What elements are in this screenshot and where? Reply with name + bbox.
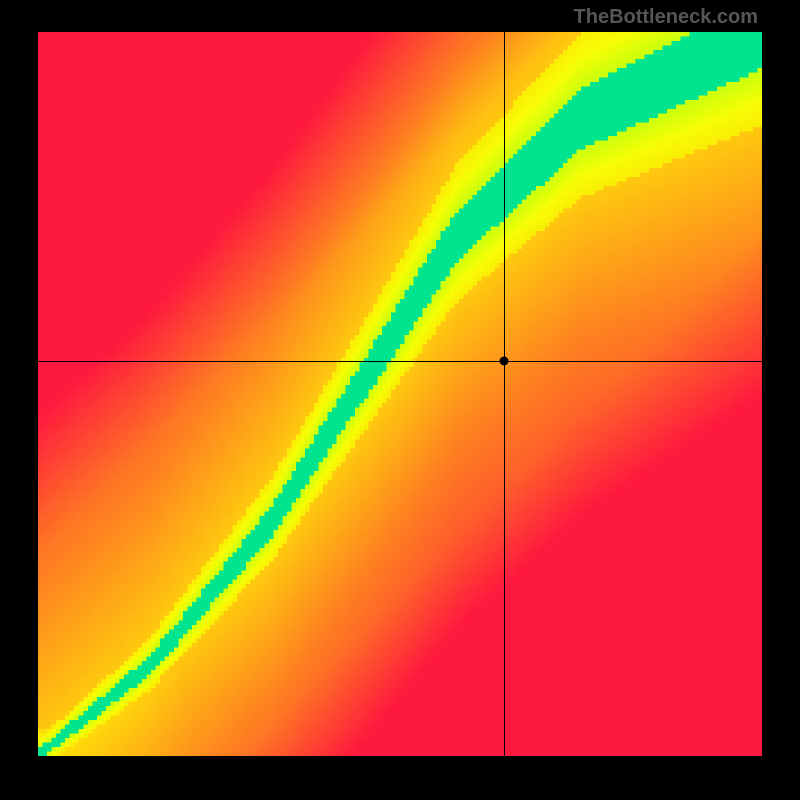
crosshair-horizontal bbox=[38, 361, 762, 362]
heatmap-canvas bbox=[38, 32, 762, 756]
crosshair-vertical bbox=[504, 32, 505, 756]
intersection-marker bbox=[499, 357, 508, 366]
watermark-text: TheBottleneck.com bbox=[574, 6, 758, 29]
bottleneck-heatmap bbox=[38, 32, 762, 756]
